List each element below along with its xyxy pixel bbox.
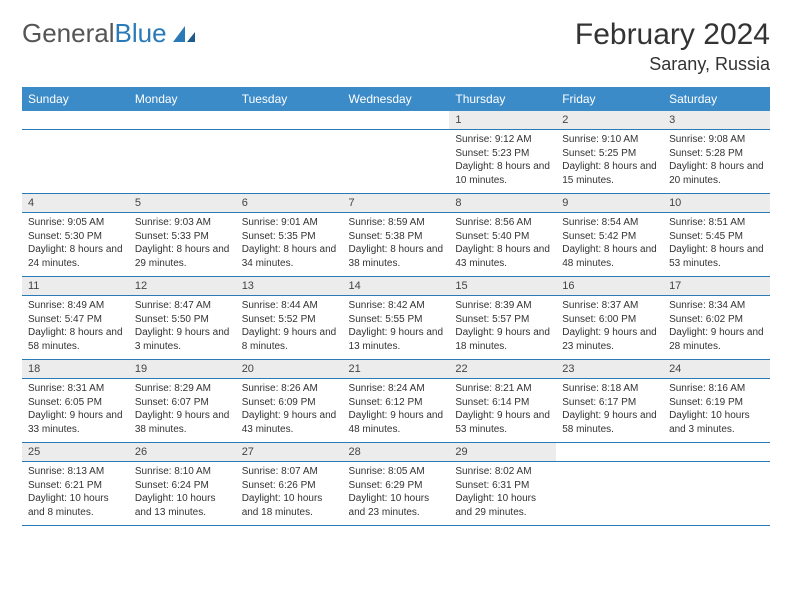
day-detail-cell: Sunrise: 8:39 AMSunset: 5:57 PMDaylight:…	[449, 296, 556, 360]
day-number-cell: 23	[556, 360, 663, 379]
day-number-cell: 21	[343, 360, 450, 379]
day-header-row: SundayMondayTuesdayWednesdayThursdayFrid…	[22, 87, 770, 111]
day-detail-cell: Sunrise: 9:10 AMSunset: 5:25 PMDaylight:…	[556, 130, 663, 194]
day-header: Wednesday	[343, 87, 450, 111]
title-block: February 2024 Sarany, Russia	[575, 18, 770, 75]
day-detail-cell: Sunrise: 8:54 AMSunset: 5:42 PMDaylight:…	[556, 213, 663, 277]
day-detail-cell: Sunrise: 9:01 AMSunset: 5:35 PMDaylight:…	[236, 213, 343, 277]
day-number-cell: 6	[236, 194, 343, 213]
day-detail-cell: Sunrise: 8:02 AMSunset: 6:31 PMDaylight:…	[449, 462, 556, 526]
day-detail-cell: Sunrise: 8:42 AMSunset: 5:55 PMDaylight:…	[343, 296, 450, 360]
day-detail-cell: Sunrise: 8:13 AMSunset: 6:21 PMDaylight:…	[22, 462, 129, 526]
day-number-cell: 3	[663, 111, 770, 130]
day-number-cell: 20	[236, 360, 343, 379]
day-number-cell: 18	[22, 360, 129, 379]
day-detail-cell: Sunrise: 8:24 AMSunset: 6:12 PMDaylight:…	[343, 379, 450, 443]
day-number-cell	[343, 111, 450, 130]
day-number-cell: 25	[22, 443, 129, 462]
day-detail-cell	[556, 462, 663, 526]
day-detail-cell: Sunrise: 8:05 AMSunset: 6:29 PMDaylight:…	[343, 462, 450, 526]
day-detail-cell: Sunrise: 8:31 AMSunset: 6:05 PMDaylight:…	[22, 379, 129, 443]
calendar-table: SundayMondayTuesdayWednesdayThursdayFrid…	[22, 87, 770, 526]
day-detail-cell: Sunrise: 9:03 AMSunset: 5:33 PMDaylight:…	[129, 213, 236, 277]
day-detail-cell: Sunrise: 8:10 AMSunset: 6:24 PMDaylight:…	[129, 462, 236, 526]
day-detail-cell: Sunrise: 8:07 AMSunset: 6:26 PMDaylight:…	[236, 462, 343, 526]
day-detail-row: Sunrise: 8:49 AMSunset: 5:47 PMDaylight:…	[22, 296, 770, 360]
day-header: Tuesday	[236, 87, 343, 111]
day-number-cell	[556, 443, 663, 462]
day-header: Sunday	[22, 87, 129, 111]
day-number-row: 18192021222324	[22, 360, 770, 379]
header: GeneralBlue February 2024 Sarany, Russia	[22, 18, 770, 75]
brand-logo: GeneralBlue	[22, 18, 199, 49]
day-detail-cell: Sunrise: 8:16 AMSunset: 6:19 PMDaylight:…	[663, 379, 770, 443]
day-number-cell: 22	[449, 360, 556, 379]
day-detail-cell: Sunrise: 8:26 AMSunset: 6:09 PMDaylight:…	[236, 379, 343, 443]
day-number-cell: 28	[343, 443, 450, 462]
day-number-cell: 17	[663, 277, 770, 296]
day-number-cell: 7	[343, 194, 450, 213]
day-number-cell: 15	[449, 277, 556, 296]
day-number-cell: 11	[22, 277, 129, 296]
day-number-cell: 13	[236, 277, 343, 296]
day-detail-cell: Sunrise: 8:56 AMSunset: 5:40 PMDaylight:…	[449, 213, 556, 277]
day-number-cell: 4	[22, 194, 129, 213]
day-detail-cell	[236, 130, 343, 194]
brand-part2: Blue	[115, 18, 167, 48]
brand-text: GeneralBlue	[22, 18, 167, 49]
day-detail-cell: Sunrise: 8:34 AMSunset: 6:02 PMDaylight:…	[663, 296, 770, 360]
day-number-row: 2526272829	[22, 443, 770, 462]
day-detail-cell: Sunrise: 8:18 AMSunset: 6:17 PMDaylight:…	[556, 379, 663, 443]
day-number-cell: 19	[129, 360, 236, 379]
day-number-cell: 2	[556, 111, 663, 130]
day-detail-cell: Sunrise: 8:44 AMSunset: 5:52 PMDaylight:…	[236, 296, 343, 360]
day-number-cell: 5	[129, 194, 236, 213]
day-detail-cell: Sunrise: 9:05 AMSunset: 5:30 PMDaylight:…	[22, 213, 129, 277]
day-number-cell: 16	[556, 277, 663, 296]
day-detail-row: Sunrise: 8:13 AMSunset: 6:21 PMDaylight:…	[22, 462, 770, 526]
day-number-cell: 14	[343, 277, 450, 296]
day-number-cell: 9	[556, 194, 663, 213]
day-number-cell: 1	[449, 111, 556, 130]
day-detail-cell: Sunrise: 8:37 AMSunset: 6:00 PMDaylight:…	[556, 296, 663, 360]
day-detail-cell	[129, 130, 236, 194]
month-title: February 2024	[575, 18, 770, 52]
day-number-cell: 26	[129, 443, 236, 462]
day-detail-cell: Sunrise: 9:12 AMSunset: 5:23 PMDaylight:…	[449, 130, 556, 194]
brand-part1: General	[22, 18, 115, 48]
day-header: Monday	[129, 87, 236, 111]
day-detail-cell: Sunrise: 8:47 AMSunset: 5:50 PMDaylight:…	[129, 296, 236, 360]
day-number-cell: 24	[663, 360, 770, 379]
day-number-cell: 10	[663, 194, 770, 213]
location: Sarany, Russia	[575, 54, 770, 75]
day-number-cell: 12	[129, 277, 236, 296]
day-detail-cell	[663, 462, 770, 526]
day-detail-cell	[22, 130, 129, 194]
day-number-cell: 29	[449, 443, 556, 462]
day-number-cell: 8	[449, 194, 556, 213]
day-header: Thursday	[449, 87, 556, 111]
day-number-cell	[663, 443, 770, 462]
sail-icon	[171, 24, 199, 44]
day-detail-cell	[343, 130, 450, 194]
day-detail-cell: Sunrise: 8:29 AMSunset: 6:07 PMDaylight:…	[129, 379, 236, 443]
day-number-cell	[22, 111, 129, 130]
day-detail-cell: Sunrise: 8:59 AMSunset: 5:38 PMDaylight:…	[343, 213, 450, 277]
day-number-row: 123	[22, 111, 770, 130]
day-header: Friday	[556, 87, 663, 111]
day-header: Saturday	[663, 87, 770, 111]
day-detail-row: Sunrise: 9:12 AMSunset: 5:23 PMDaylight:…	[22, 130, 770, 194]
day-number-cell	[236, 111, 343, 130]
day-detail-row: Sunrise: 8:31 AMSunset: 6:05 PMDaylight:…	[22, 379, 770, 443]
day-number-cell: 27	[236, 443, 343, 462]
day-detail-cell: Sunrise: 9:08 AMSunset: 5:28 PMDaylight:…	[663, 130, 770, 194]
day-detail-cell: Sunrise: 8:49 AMSunset: 5:47 PMDaylight:…	[22, 296, 129, 360]
day-number-cell	[129, 111, 236, 130]
day-number-row: 11121314151617	[22, 277, 770, 296]
day-detail-cell: Sunrise: 8:21 AMSunset: 6:14 PMDaylight:…	[449, 379, 556, 443]
day-detail-cell: Sunrise: 8:51 AMSunset: 5:45 PMDaylight:…	[663, 213, 770, 277]
day-number-row: 45678910	[22, 194, 770, 213]
day-detail-row: Sunrise: 9:05 AMSunset: 5:30 PMDaylight:…	[22, 213, 770, 277]
